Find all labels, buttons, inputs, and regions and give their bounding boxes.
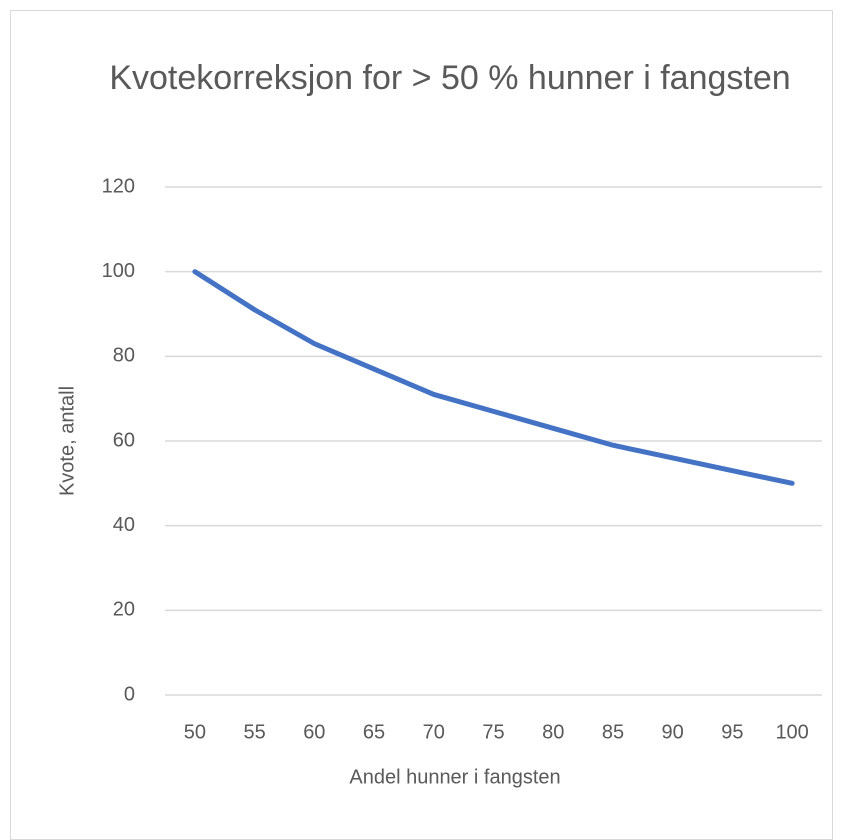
x-tick-label: 85 bbox=[602, 721, 624, 743]
y-tick-label: 0 bbox=[124, 683, 135, 705]
x-tick-label: 60 bbox=[303, 721, 325, 743]
data-line bbox=[192, 269, 795, 486]
x-axis-title: Andel hunner i fangsten bbox=[349, 766, 560, 788]
x-tick-label: 95 bbox=[721, 721, 743, 743]
x-tick-label: 80 bbox=[542, 721, 564, 743]
x-tick-label: 75 bbox=[482, 721, 504, 743]
y-axis-title: Kvote, antall bbox=[56, 386, 78, 496]
y-tick-label: 20 bbox=[113, 599, 135, 621]
y-tick-label: 100 bbox=[102, 260, 135, 282]
y-tick-label: 40 bbox=[113, 514, 135, 536]
chart-title: Kvotekorreksjon for > 50 % hunner i fang… bbox=[109, 59, 791, 97]
x-tick-label: 65 bbox=[363, 721, 385, 743]
y-tick-label: 80 bbox=[113, 345, 135, 367]
x-tick-label: 70 bbox=[423, 721, 445, 743]
y-tick-label: 120 bbox=[102, 175, 135, 197]
y-tick-label: 60 bbox=[113, 429, 135, 451]
x-tick-label: 100 bbox=[775, 721, 808, 743]
x-tick-label: 50 bbox=[184, 721, 206, 743]
x-tick-label: 90 bbox=[662, 721, 684, 743]
x-tick-label: 55 bbox=[243, 721, 265, 743]
